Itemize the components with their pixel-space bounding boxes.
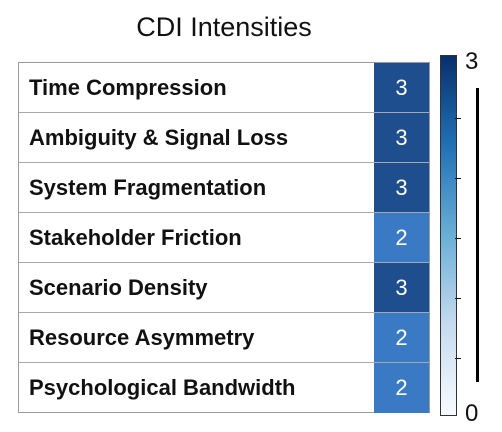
- row-label: Time Compression: [29, 74, 227, 100]
- heatmap-row: Time Compression 3: [19, 63, 429, 113]
- heatmap-cell: 3: [374, 163, 429, 212]
- heatmap-cell: 2: [374, 213, 429, 262]
- colorbar-min-label: 0: [465, 400, 479, 427]
- heatmap-row: Scenario Density 3: [19, 263, 429, 313]
- heatmap-row: Ambiguity & Signal Loss 3: [19, 113, 429, 163]
- colorbar-axis-line: [476, 88, 479, 382]
- colorbar-tick: [455, 358, 461, 359]
- heatmap-row: Resource Asymmetry 2: [19, 313, 429, 363]
- row-label: Psychological Bandwidth: [29, 375, 296, 400]
- colorbar: [440, 55, 457, 416]
- heatmap-row: Psychological Bandwidth 2: [19, 363, 429, 413]
- heatmap-cell: 3: [374, 63, 429, 112]
- heatmap-cell: 2: [374, 313, 429, 362]
- heatmap-cell: 2: [374, 363, 429, 413]
- heatmap-row: System Fragmentation 3: [19, 163, 429, 213]
- row-label: Stakeholder Friction: [29, 224, 242, 250]
- colorbar-tick: [455, 178, 461, 179]
- heatmap-cell: 3: [374, 113, 429, 162]
- heatmap-table: Time Compression 3 Ambiguity & Signal Loss…: [18, 62, 430, 413]
- chart-title: CDI Intensities: [136, 12, 312, 42]
- heatmap-cell: 3: [374, 263, 429, 312]
- colorbar-tick: [455, 238, 461, 239]
- colorbar-tick: [455, 298, 461, 299]
- row-label: Scenario Density: [29, 274, 208, 300]
- heatmap-row: Stakeholder Friction 2: [19, 213, 429, 263]
- row-label: Resource Asymmetry: [29, 324, 255, 350]
- row-label: System Fragmentation: [29, 174, 267, 200]
- colorbar-tick: [455, 118, 461, 119]
- colorbar-max-label: 3: [465, 48, 479, 75]
- row-label: Ambiguity & Signal Loss: [29, 124, 289, 150]
